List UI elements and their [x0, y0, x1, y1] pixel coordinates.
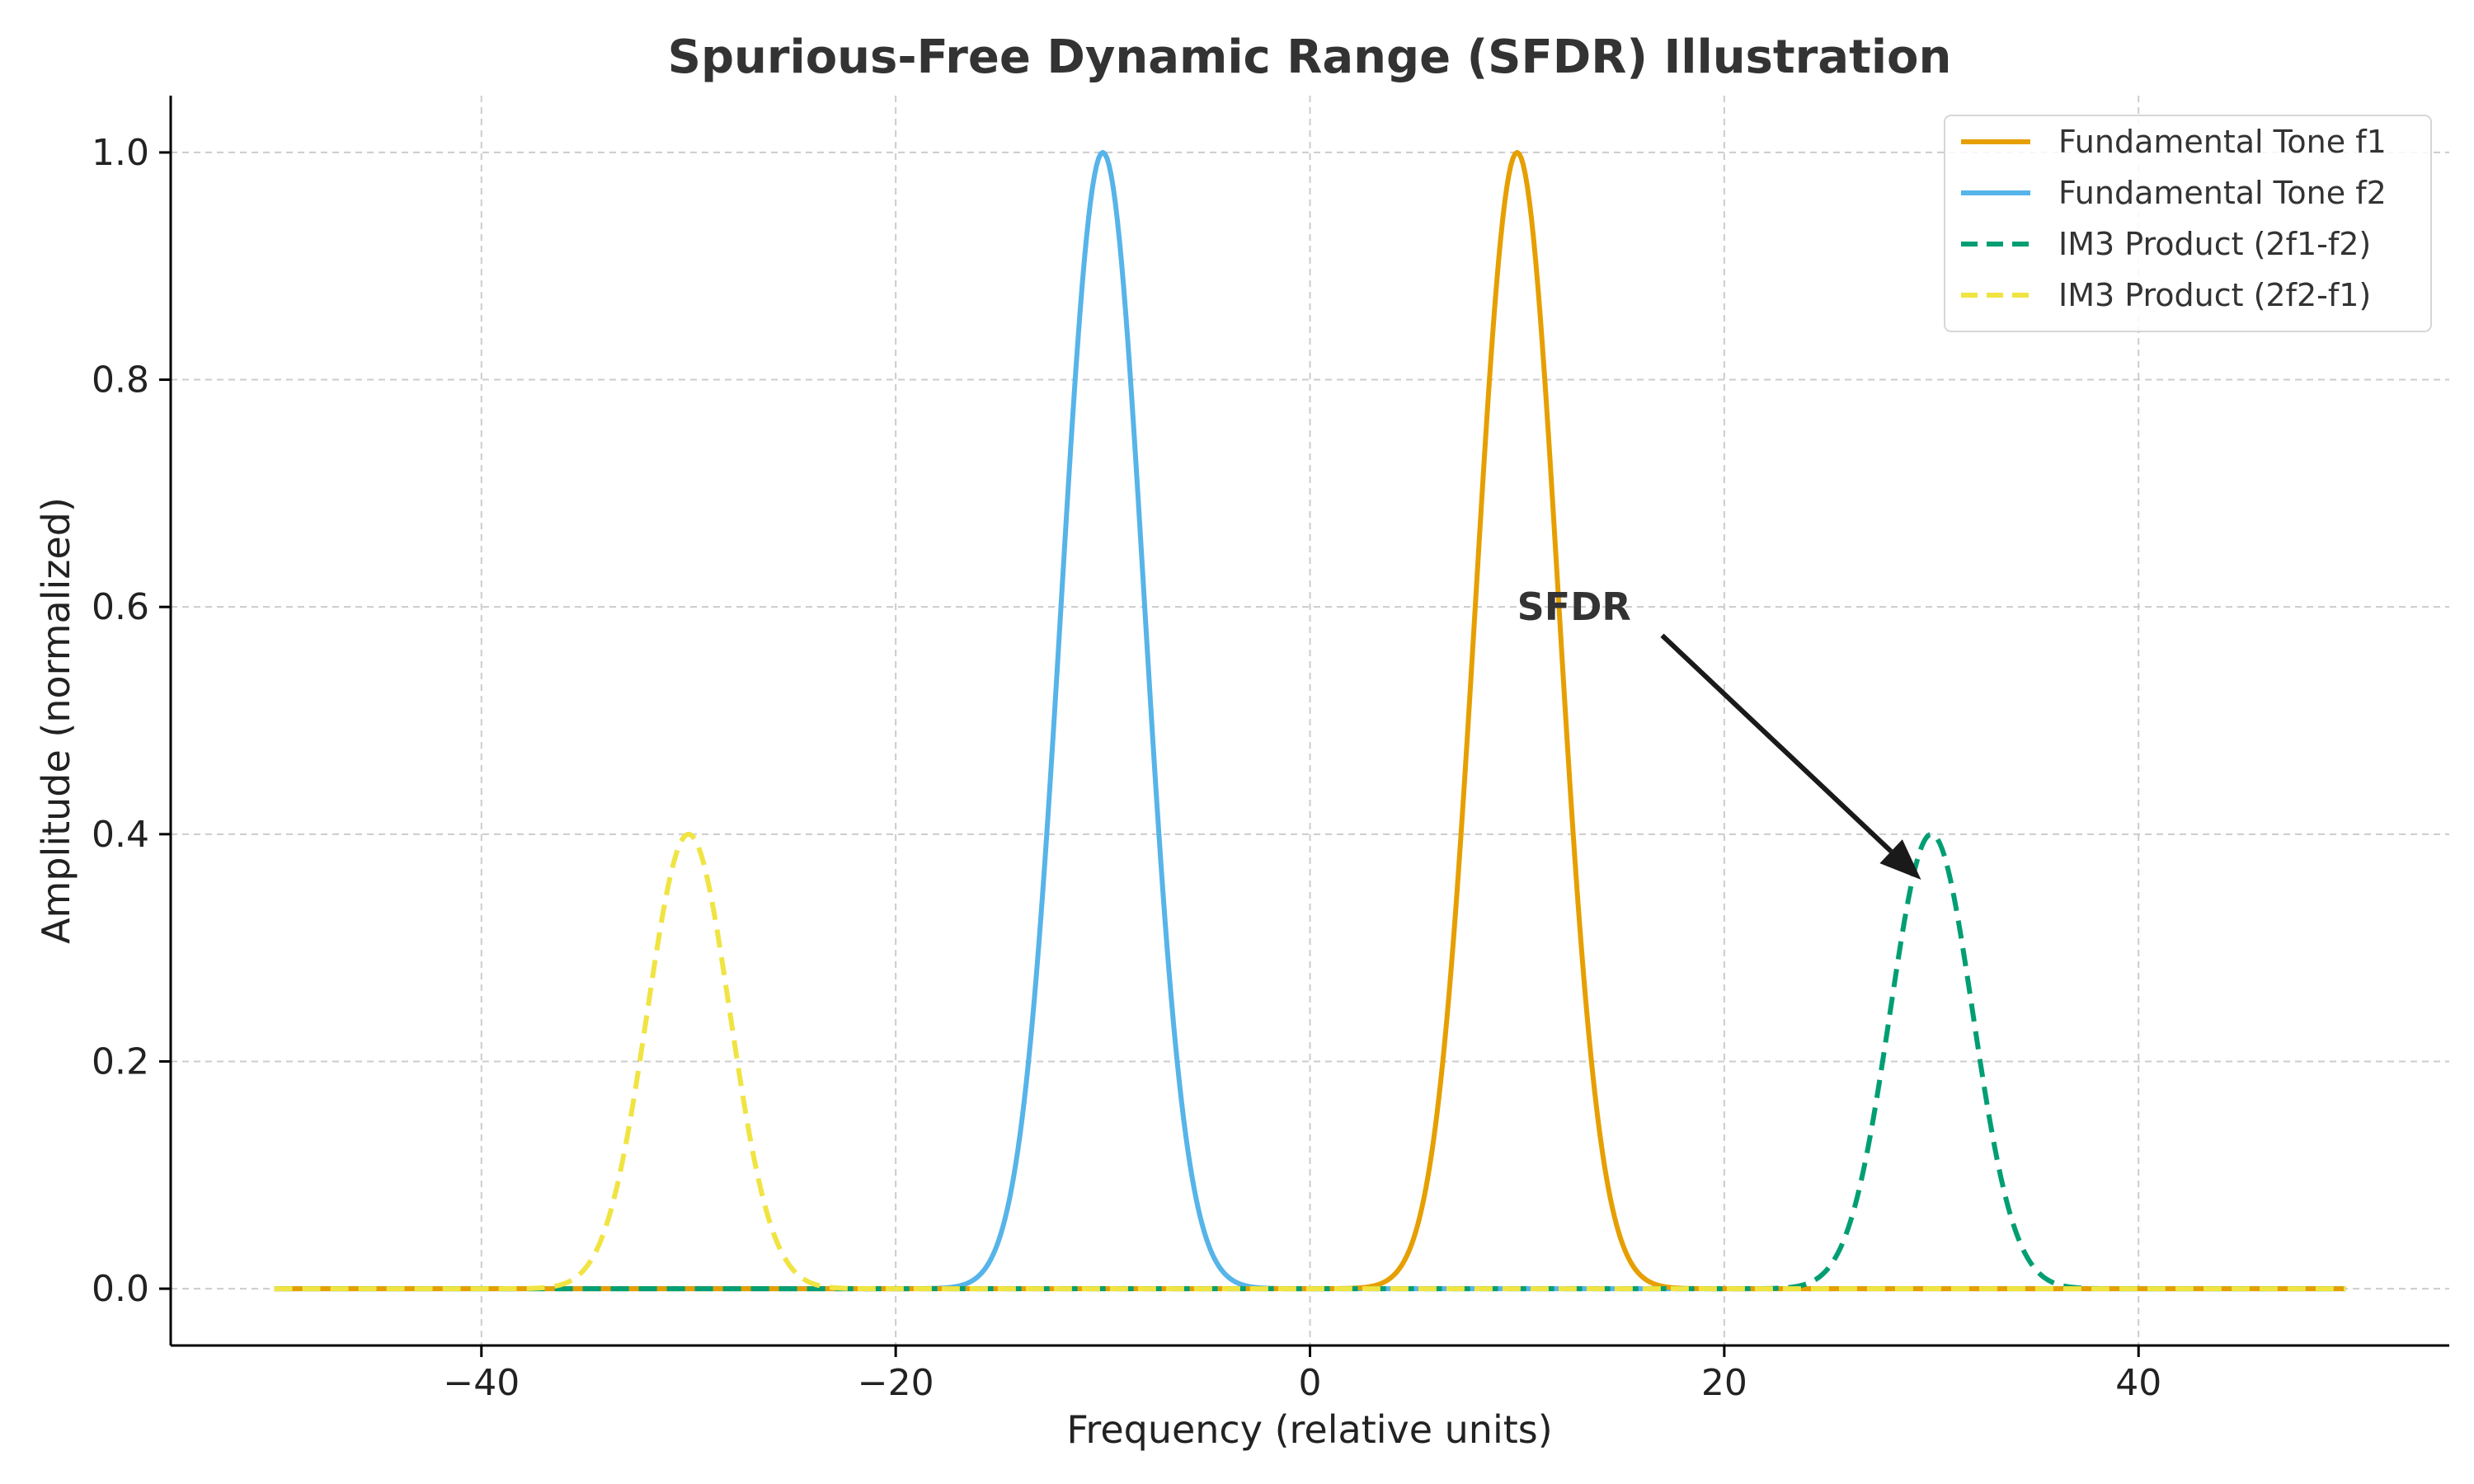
y-tick-label: 1.0: [92, 132, 149, 174]
annotation-arrow-head: [1879, 839, 1921, 880]
series-layer: [274, 149, 2346, 1292]
x-tick-label: 0: [1299, 1362, 1322, 1404]
series-line-im3-product-2f1-f2: [274, 831, 2346, 1292]
legend-label: IM3 Product (2f1-f2): [2058, 226, 2371, 262]
y-tick-label: 0.0: [92, 1268, 149, 1310]
y-axis-label: Amplitude (normalized): [34, 497, 78, 944]
y-tick-label: 0.2: [92, 1040, 149, 1082]
annotation-arrow-shaft: [1660, 633, 1893, 853]
annotation-label: SFDR: [1517, 585, 1631, 629]
series-line-im3-product-2f2-f1: [274, 831, 2346, 1292]
legend-label: Fundamental Tone f2: [2058, 175, 2387, 211]
x-tick-label: 40: [2115, 1362, 2161, 1404]
legend: Fundamental Tone f1 Fundamental Tone f2 IM…: [1944, 115, 2432, 332]
chart-title: Spurious-Free Dynamic Range (SFDR) Illus…: [668, 31, 1952, 84]
legend-box: [1944, 115, 2432, 332]
x-tick-label: 20: [1701, 1362, 1747, 1404]
y-tick-label: 0.4: [92, 814, 149, 856]
ticks: −40 −20 0 20 40 0.0 0.2 0.4 0.6 0.8 1.0: [92, 132, 2161, 1404]
y-tick-label: 0.6: [92, 586, 149, 628]
legend-label: Fundamental Tone f1: [2058, 124, 2387, 160]
x-axis-label: Frequency (relative units): [1066, 1407, 1552, 1452]
x-tick-label: −20: [858, 1362, 934, 1404]
x-tick-label: −40: [443, 1362, 520, 1404]
y-tick-label: 0.8: [92, 359, 149, 402]
legend-label: IM3 Product (2f2-f1): [2058, 277, 2371, 313]
annotations: SFDR: [1517, 585, 1921, 880]
